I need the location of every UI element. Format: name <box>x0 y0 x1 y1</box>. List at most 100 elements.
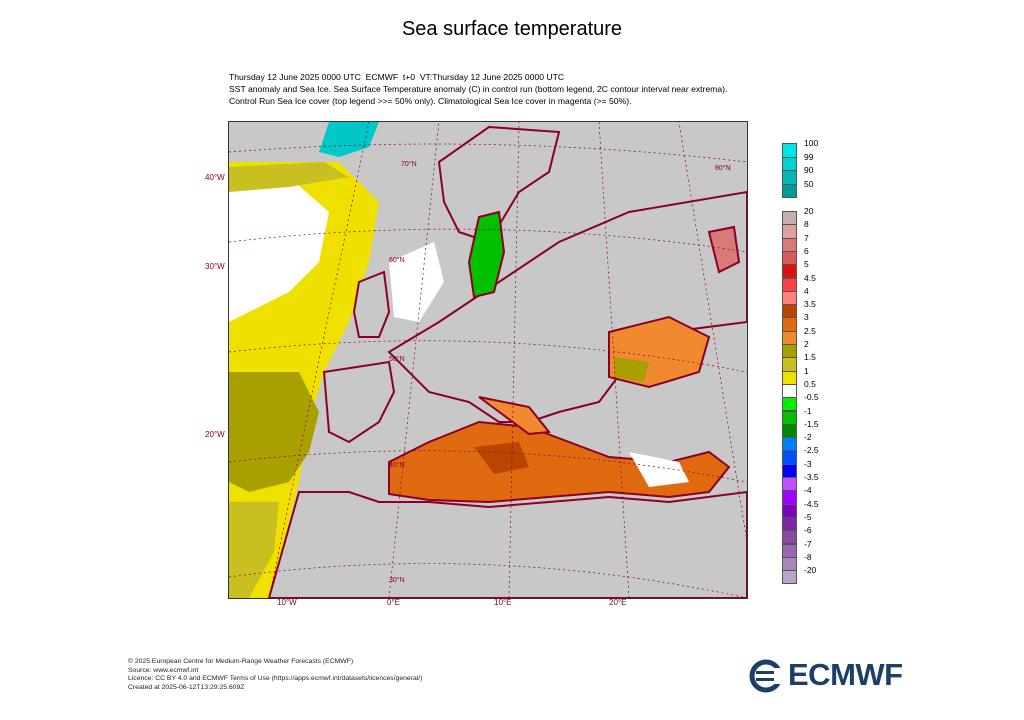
legend-swatch <box>782 570 797 585</box>
legend-label: -7 <box>804 538 812 549</box>
legend-label: 1.5 <box>804 352 816 363</box>
legend-swatch <box>782 290 797 306</box>
atlantic-anomaly-olive <box>229 372 319 492</box>
legend-label: -6 <box>804 525 812 536</box>
legend-label: 7 <box>804 232 809 243</box>
legend-swatch <box>782 237 797 252</box>
legend-label: 8 <box>804 219 809 230</box>
baltic-sea <box>467 210 506 299</box>
aegean-white <box>629 452 689 487</box>
footer-source: Source: www.ecmwf.int <box>128 666 199 674</box>
legend-label: 0.5 <box>804 378 816 389</box>
footer-licence: Licence: CC BY 4.0 and ECMWF Terms of Us… <box>128 675 423 683</box>
legend-swatch <box>782 357 797 372</box>
legend-label: 1 <box>804 365 809 376</box>
legend-swatch <box>782 423 797 439</box>
legend-swatch <box>782 156 797 171</box>
atlantic-anomaly-olive-south <box>229 502 279 598</box>
legend-swatch <box>782 183 797 198</box>
legend-label: -20 <box>804 565 817 576</box>
adriatic-sea <box>478 396 551 436</box>
legend-swatch <box>782 370 797 385</box>
legend-label: 4 <box>804 285 809 296</box>
legend-label: 100 <box>804 138 819 148</box>
legend-label: 2 <box>804 339 809 349</box>
legend-label: -4.5 <box>804 498 819 509</box>
legend-label: -8 <box>804 551 812 562</box>
north-sea <box>389 242 444 322</box>
legend-swatch <box>782 556 797 572</box>
legend-label: -1 <box>804 405 812 416</box>
legend-label: 50 <box>804 178 814 189</box>
legend-label: -2 <box>804 432 812 443</box>
footer-copyright: © 2025 European Centre for Medium-Range … <box>128 658 354 665</box>
legend-swatch <box>782 516 797 532</box>
legend-swatch <box>782 170 797 185</box>
legend-label: 90 <box>804 165 814 175</box>
sst-anomaly-map[interactable]: 70°N 60°N 50°N 40°N 30°N 80°N <box>228 121 748 599</box>
legend-swatch <box>782 264 797 279</box>
legend-label: 6 <box>804 245 809 256</box>
ecmwf-logo-icon <box>749 659 786 693</box>
legend-label: -2.5 <box>804 445 819 456</box>
legend-label: -1.5 <box>804 418 819 429</box>
legend-swatch <box>782 277 797 292</box>
legend-swatch <box>782 477 797 492</box>
black-sea-olive <box>614 357 649 382</box>
legend-label: 20 <box>804 206 814 216</box>
legend-label: -3.5 <box>804 472 819 482</box>
britain-land <box>352 270 391 338</box>
map-canvas: 70°N 60°N 50°N 40°N 30°N 80°N <box>229 122 747 598</box>
page-title: Sea surface temperature <box>401 18 623 40</box>
legend-label: 2.5 <box>804 325 816 336</box>
legend-swatch <box>782 344 797 359</box>
graticule <box>229 122 747 598</box>
lon-label-10e: 10°E <box>494 598 512 607</box>
legend-swatch <box>782 383 797 399</box>
legend-swatch <box>782 410 797 425</box>
legend-swatch <box>782 437 797 452</box>
iberia-land <box>322 360 396 444</box>
legend-label: 4.5 <box>804 272 816 283</box>
label-30n: 30°N <box>389 576 405 584</box>
lat-label-30w: 30°W <box>205 262 225 271</box>
lat-label-20w: 20°W <box>205 430 225 439</box>
med-warm-core <box>474 442 529 474</box>
legend-label: 3 <box>804 312 809 323</box>
lat-label-40w: 40°W <box>205 173 225 182</box>
legend-swatch <box>782 224 797 239</box>
legend-swatch <box>782 143 797 158</box>
mediterranean-sea <box>388 420 731 504</box>
legend-swatch <box>782 330 797 345</box>
legend-swatch <box>782 503 797 518</box>
caspian-sea <box>707 225 741 274</box>
label-40n: 40°N <box>389 461 405 469</box>
legend-label: 3.5 <box>804 299 816 310</box>
legend-swatch <box>782 490 797 505</box>
subtitle-line-2: SST anomaly and Sea Ice. Sea Surface Tem… <box>229 84 728 94</box>
legend-swatch <box>782 450 797 465</box>
lon-label-10w: 10°W <box>277 598 297 607</box>
map-description: Thursday 12 June 2025 0000 UTC ECMWF t+0… <box>229 71 727 107</box>
legend-swatch <box>782 211 797 226</box>
subtitle-line-1: Thursday 12 June 2025 0000 UTC ECMWF t+0… <box>229 72 565 82</box>
legend-label: -0.5 <box>804 392 819 403</box>
continent-land <box>387 190 747 423</box>
label-50n: 50°N <box>389 355 405 363</box>
legend-swatch <box>782 317 797 332</box>
lon-label-20e: 20°E <box>609 598 627 607</box>
legend-label: -3 <box>804 458 812 469</box>
legend-label: -5 <box>804 511 812 522</box>
legend-label: -4 <box>804 485 812 496</box>
arctic-ice-cyan <box>319 122 379 157</box>
scandinavia-land <box>437 125 561 244</box>
north-atlantic-olive <box>229 162 349 192</box>
legend-swatch <box>782 543 797 558</box>
north-africa-land <box>267 490 747 598</box>
ecmwf-logo-text: ECMWF <box>788 657 903 692</box>
legend-label: 99 <box>804 151 814 162</box>
legend-swatch <box>782 250 797 266</box>
subtitle-line-3: Control Run Sea Ice cover (top legend >>… <box>229 96 632 106</box>
legend-swatch <box>782 463 797 478</box>
label-80n: 80°N <box>715 164 731 172</box>
